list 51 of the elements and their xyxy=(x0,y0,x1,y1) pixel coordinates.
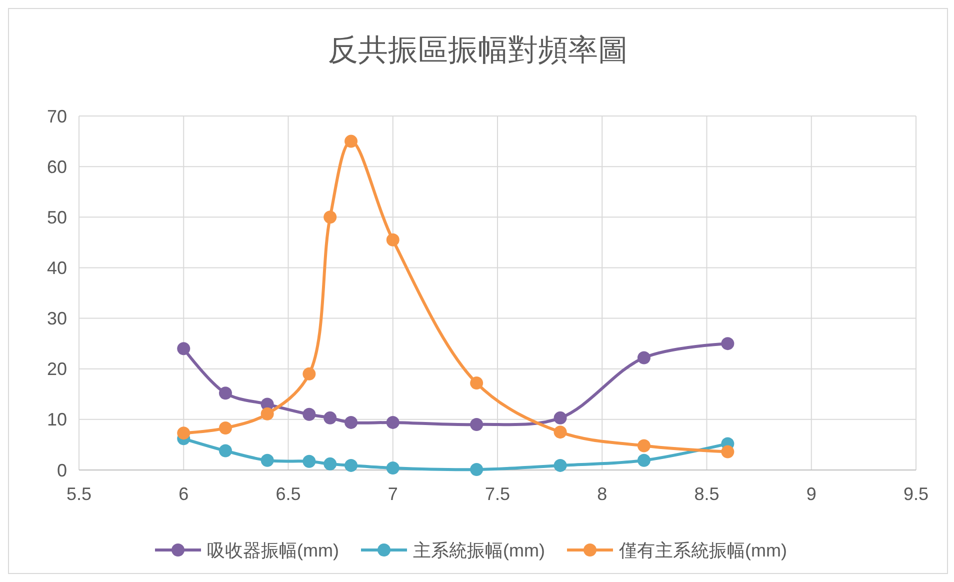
x-tick-label: 8.5 xyxy=(694,484,720,504)
point xyxy=(344,134,358,148)
y-tick-label: 70 xyxy=(46,106,67,126)
point xyxy=(302,408,316,421)
point xyxy=(324,210,337,224)
y-tick-label: 40 xyxy=(46,258,67,278)
point xyxy=(554,426,567,439)
legend-label: 僅有主系統振幅(mm) xyxy=(618,540,787,560)
point xyxy=(324,457,337,470)
point xyxy=(386,461,400,474)
point xyxy=(344,458,358,472)
x-tick-label: 7 xyxy=(388,484,398,504)
x-tick-label: 9.5 xyxy=(903,484,929,504)
x-tick-label: 6.5 xyxy=(276,484,301,504)
point xyxy=(721,337,734,350)
point xyxy=(554,411,567,424)
point xyxy=(218,444,232,458)
point xyxy=(554,458,567,472)
point xyxy=(177,426,190,440)
point xyxy=(218,386,232,400)
point xyxy=(470,462,484,476)
point xyxy=(721,445,734,458)
legend-label: 吸收器振幅(mm) xyxy=(207,540,339,560)
point xyxy=(260,407,274,420)
point xyxy=(470,418,484,431)
point xyxy=(344,416,358,429)
point xyxy=(637,454,650,467)
point xyxy=(470,376,484,390)
point xyxy=(637,351,650,364)
point xyxy=(324,411,337,424)
point xyxy=(302,367,316,380)
point xyxy=(302,454,316,468)
x-tick-label: 5.5 xyxy=(66,484,92,504)
y-tick-label: 30 xyxy=(46,308,67,329)
x-tick-label: 7.5 xyxy=(484,484,510,504)
point xyxy=(637,439,650,452)
x-tick-label: 6 xyxy=(178,484,189,504)
y-tick-label: 0 xyxy=(56,460,67,480)
y-tick-label: 20 xyxy=(46,359,67,380)
x-tick-label: 9 xyxy=(806,484,816,504)
point xyxy=(260,454,274,467)
point xyxy=(386,233,400,246)
chart-title: 反共振區振幅對頻率圖 xyxy=(328,34,628,67)
point xyxy=(218,422,232,435)
y-tick-label: 60 xyxy=(46,156,67,177)
legend-label: 主系統振幅(mm) xyxy=(413,540,545,560)
y-tick-label: 10 xyxy=(46,410,67,430)
point xyxy=(386,416,400,429)
y-tick-label: 50 xyxy=(46,207,67,228)
point xyxy=(177,342,190,356)
x-tick-label: 8 xyxy=(597,484,608,504)
